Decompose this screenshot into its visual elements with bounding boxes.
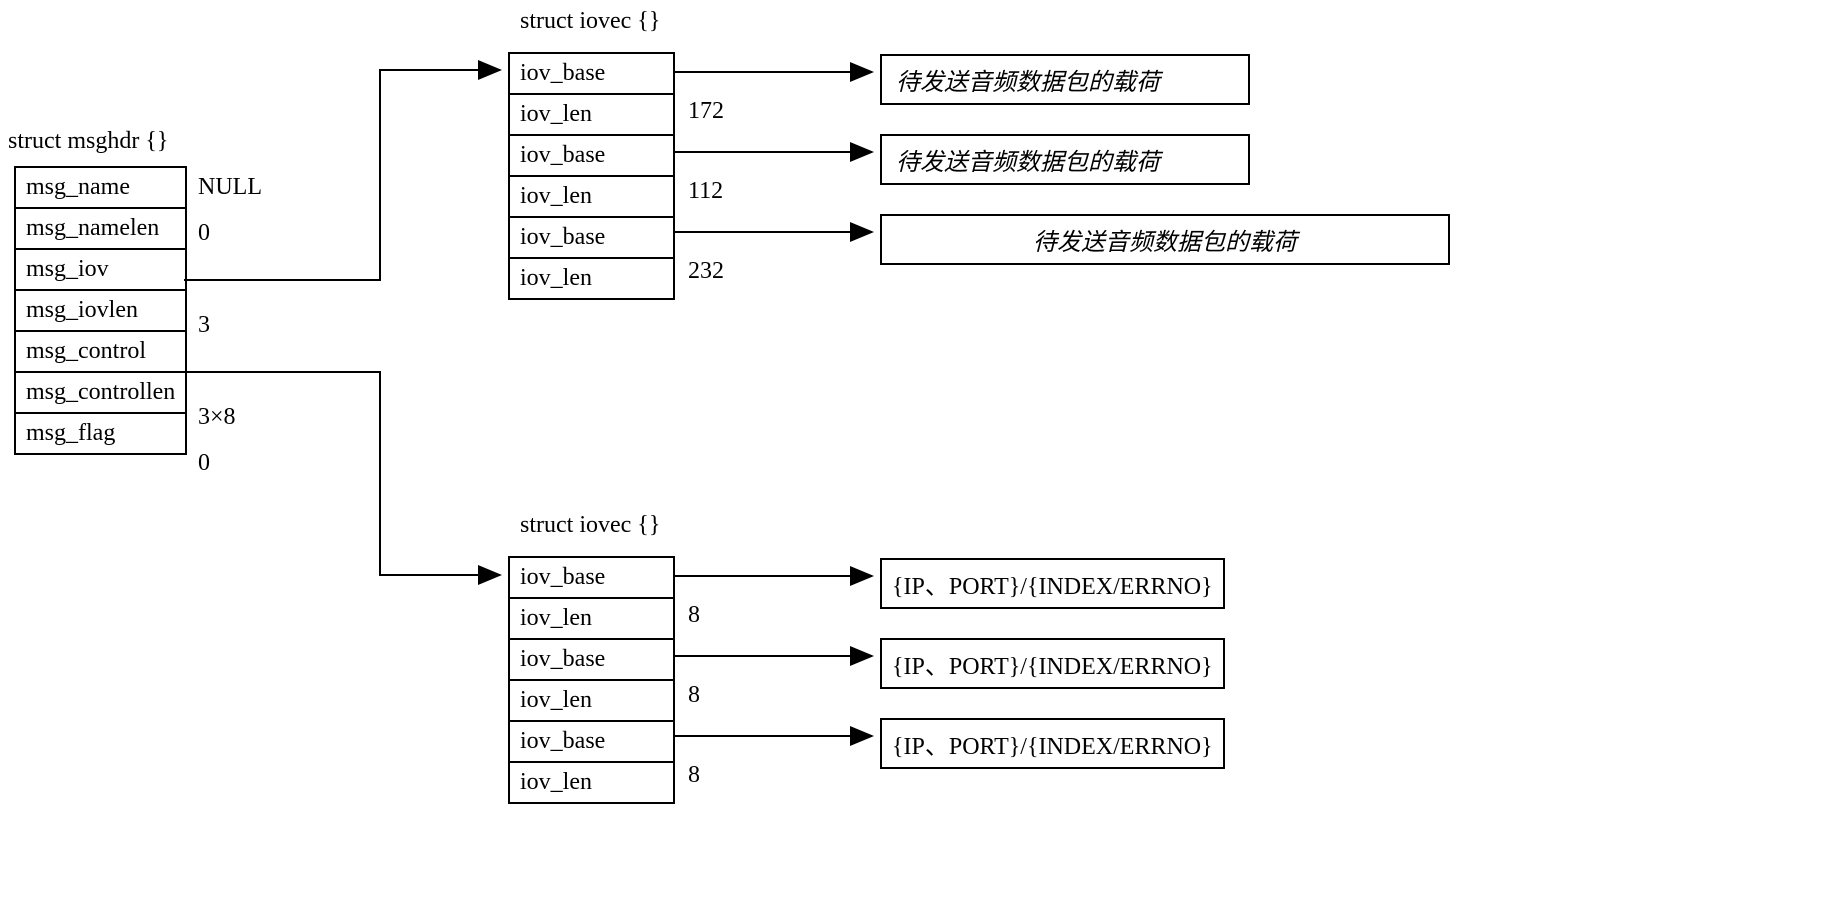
payload-box: 待发送音频数据包的载荷 [880, 54, 1250, 105]
msghdr-value: NULL [198, 174, 262, 201]
iovec-top-value: 232 [688, 258, 724, 285]
iovec-field: iov_base [509, 217, 674, 258]
msghdr-field: msg_name [15, 167, 186, 208]
iovec-bottom-value: 8 [688, 762, 700, 789]
iovec-field: iov_base [509, 135, 674, 176]
iovec-field: iov_len [509, 176, 674, 217]
msghdr-title: struct msghdr {} [8, 128, 168, 155]
iovec-field: iov_base [509, 53, 674, 94]
iovec-field: iov_len [509, 258, 674, 299]
payload-box: 待发送音频数据包的载荷 [880, 214, 1450, 265]
arrow-msgcontrol-to-iovec [184, 372, 500, 575]
iovec-field: iov_base [509, 639, 674, 680]
iovec-bottom-value: 8 [688, 602, 700, 629]
dest-box: {IP、PORT}/{INDEX/ERRNO} [880, 558, 1225, 609]
iovec-field: iov_len [509, 762, 674, 803]
iovec-top-value: 172 [688, 98, 724, 125]
msghdr-field: msg_iovlen [15, 290, 186, 331]
iovec-top-value: 112 [688, 178, 723, 205]
msghdr-value: 3×8 [198, 404, 236, 431]
iovec-field: iov_len [509, 94, 674, 135]
diagram-canvas: struct msghdr {} msg_name msg_namelen ms… [0, 0, 1827, 898]
iovec-top-table: iov_base iov_len iov_base iov_len iov_ba… [508, 52, 675, 300]
msghdr-field: msg_flag [15, 413, 186, 454]
iovec-field: iov_len [509, 598, 674, 639]
iovec-top-title: struct iovec {} [520, 8, 660, 35]
msghdr-table: msg_name msg_namelen msg_iov msg_iovlen … [14, 166, 187, 455]
msghdr-field: msg_controllen [15, 372, 186, 413]
msghdr-value: 0 [198, 220, 210, 247]
dest-box: {IP、PORT}/{INDEX/ERRNO} [880, 638, 1225, 689]
dest-box: {IP、PORT}/{INDEX/ERRNO} [880, 718, 1225, 769]
iovec-field: iov_len [509, 680, 674, 721]
msghdr-field: msg_control [15, 331, 186, 372]
iovec-field: iov_base [509, 557, 674, 598]
msghdr-field: msg_namelen [15, 208, 186, 249]
msghdr-value: 0 [198, 450, 210, 477]
msghdr-value: 3 [198, 312, 210, 339]
payload-box: 待发送音频数据包的载荷 [880, 134, 1250, 185]
iovec-field: iov_base [509, 721, 674, 762]
iovec-bottom-table: iov_base iov_len iov_base iov_len iov_ba… [508, 556, 675, 804]
iovec-bottom-value: 8 [688, 682, 700, 709]
iovec-bottom-title: struct iovec {} [520, 512, 660, 539]
msghdr-field: msg_iov [15, 249, 186, 290]
